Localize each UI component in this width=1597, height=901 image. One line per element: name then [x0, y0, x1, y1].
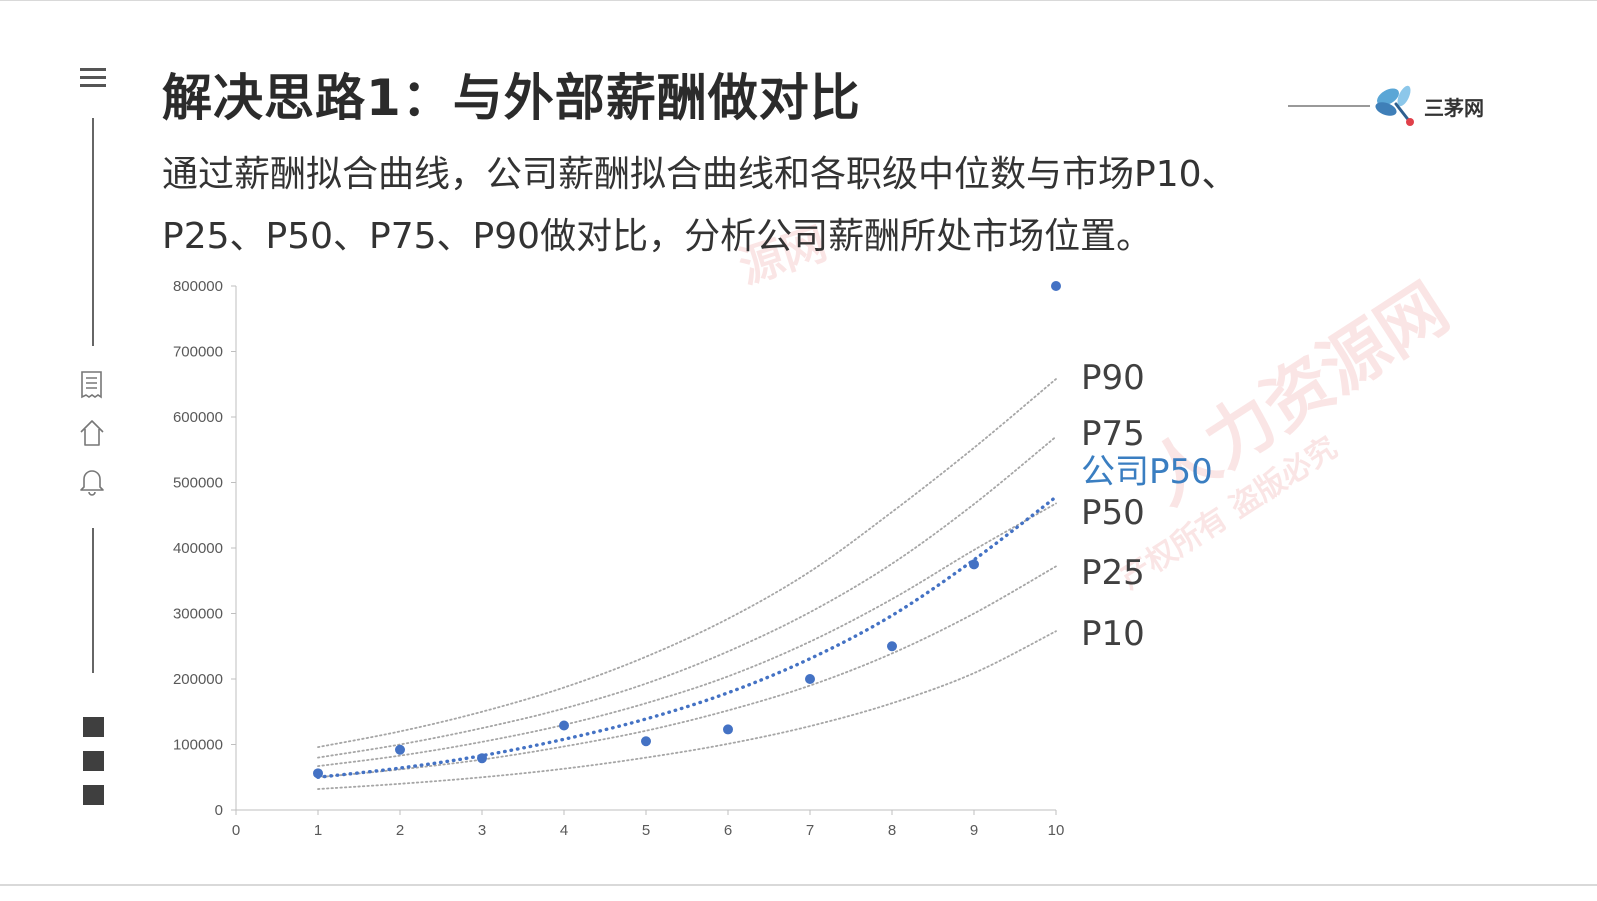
- series-label: P10: [1081, 614, 1145, 654]
- x-tick-label: 9: [970, 822, 978, 839]
- series-label: P90: [1081, 358, 1145, 398]
- curve-p50: [317, 502, 1057, 768]
- curve-p90: [317, 378, 1057, 749]
- y-tick-label: 0: [215, 802, 223, 819]
- data-point: [641, 736, 651, 747]
- y-tick-label: 200000: [173, 671, 223, 688]
- dragonfly-icon: [1374, 82, 1422, 134]
- data-point: [969, 559, 979, 570]
- series-label: P75: [1081, 414, 1145, 454]
- data-point: [805, 674, 815, 684]
- slide-nav-square-2[interactable]: [83, 751, 104, 771]
- subtitle-line-1: 通过薪酬拟合曲线，公司薪酬拟合曲线和各职级中位数与市场P10、: [162, 154, 1238, 195]
- data-point: [723, 724, 733, 735]
- x-tick-label: 6: [724, 822, 732, 839]
- logo-text: 三茅网: [1424, 96, 1484, 120]
- y-tick-label: 100000: [173, 737, 223, 754]
- document-icon[interactable]: [78, 370, 106, 400]
- series-label: 公司P50: [1081, 452, 1213, 492]
- data-point: [477, 753, 487, 764]
- sidebar-divider-top: [92, 118, 94, 346]
- data-point: [1051, 281, 1061, 291]
- bottom-border: [0, 884, 1597, 886]
- y-tick-label: 400000: [173, 540, 223, 557]
- top-border: [0, 0, 1597, 1]
- left-sidebar: [0, 0, 130, 901]
- brand-logo[interactable]: 三茅网: [1288, 82, 1498, 132]
- slide-nav-square-3[interactable]: [83, 785, 104, 805]
- curve-p10: [317, 630, 1057, 790]
- page-subtitle: 通过薪酬拟合曲线，公司薪酬拟合曲线和各职级中位数与市场P10、 P25、P50、…: [162, 144, 1422, 268]
- curve-p75: [317, 435, 1057, 759]
- x-tick-label: 5: [642, 822, 650, 839]
- slide-nav-square-1[interactable]: [83, 717, 104, 737]
- data-point: [559, 720, 569, 731]
- salary-comparison-chart: 0 100000 200000 300000 400000 500000 600000 700…: [173, 278, 1213, 839]
- data-point: [887, 641, 897, 652]
- y-tick-label: 600000: [173, 409, 223, 426]
- x-tick-label: 0: [232, 822, 240, 839]
- menu-icon[interactable]: [80, 66, 106, 90]
- data-point: [395, 744, 405, 755]
- company-fit-curve: [316, 495, 1058, 779]
- x-tick-label: 7: [806, 822, 814, 839]
- series-label: P50: [1081, 493, 1145, 533]
- x-tick-label: 3: [478, 822, 486, 839]
- subtitle-line-2: P25、P50、P75、P90做对比，分析公司薪酬所处市场位置。: [162, 216, 1153, 257]
- curve-p25: [317, 565, 1057, 779]
- y-tick-label: 500000: [173, 475, 223, 492]
- x-tick-label: 4: [560, 822, 568, 839]
- y-tick-label: 800000: [173, 278, 223, 295]
- series-label: P25: [1081, 553, 1145, 593]
- sidebar-divider-bottom: [92, 528, 94, 673]
- x-tick-label: 8: [888, 822, 896, 839]
- x-tick-label: 10: [1048, 822, 1065, 839]
- y-tick-label: 700000: [173, 344, 223, 361]
- data-point: [313, 768, 323, 779]
- home-icon[interactable]: [78, 418, 106, 448]
- x-tick-label: 1: [314, 822, 322, 839]
- page-title: 解决思路1：与外部薪酬做对比: [162, 69, 861, 127]
- y-tick-label: 300000: [173, 606, 223, 623]
- x-tick-label: 2: [396, 822, 404, 839]
- logo-rule: [1288, 105, 1370, 107]
- bell-icon[interactable]: [78, 466, 106, 496]
